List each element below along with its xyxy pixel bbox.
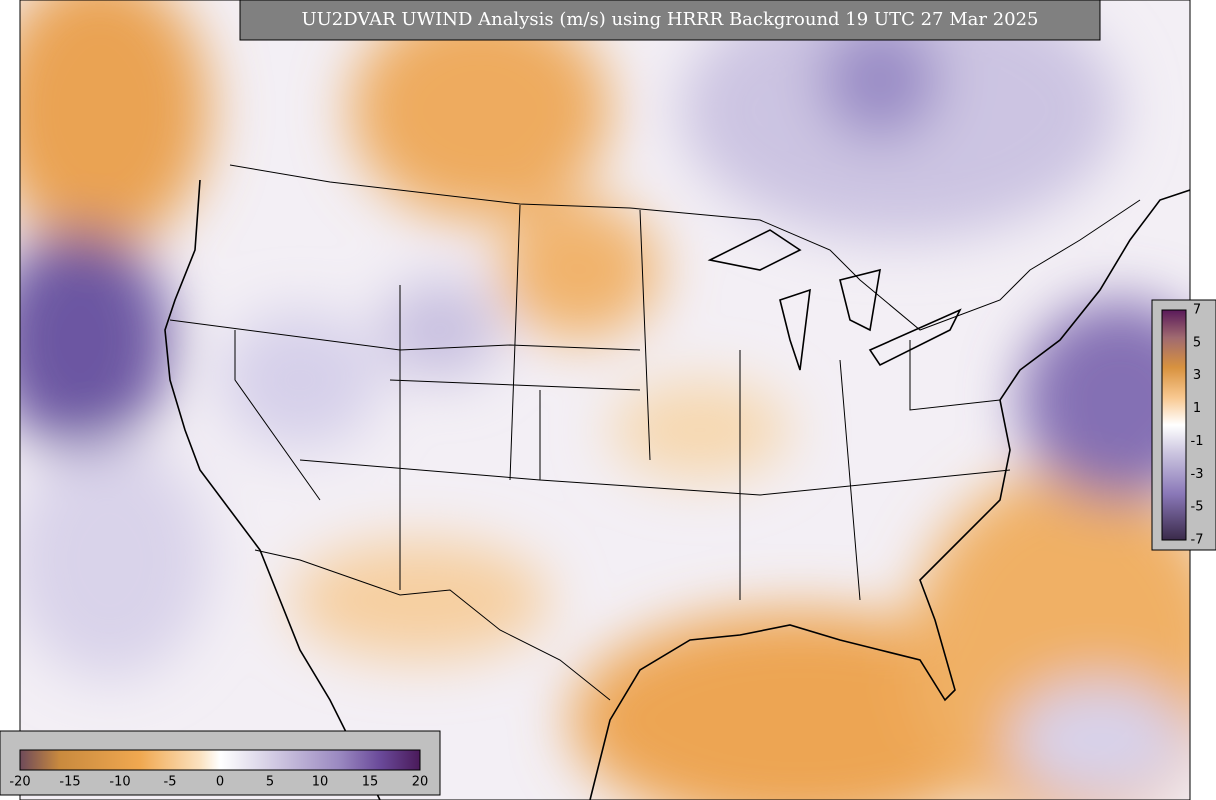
colorbar-ticks: -20 -15 -10 -5 0 5 10 15 20 [9,775,428,790]
title-box [239,0,1101,41]
colorbar-tick-label: -5 [164,775,177,790]
colorbar-tick-label: -10 [109,775,130,790]
colorbar-tick-label: 10 [312,775,329,790]
colorbar-tick-label: 5 [266,775,274,790]
colorbar-tick-label: 20 [412,775,429,790]
great-lakes [707,229,962,371]
colorbar-vertical [1161,309,1187,541]
colorbar-tick-label: 5 [1193,335,1201,350]
colorbar-ticks: 7 5 3 1 -1 -3 -5 -7 [1191,303,1204,548]
colorbar-tick-label: 0 [216,775,224,790]
colorbar-tick-label: 15 [362,775,379,790]
colorbar-tick-label: -5 [1191,500,1204,515]
title: UU2DVAR UWIND Analysis (m/s) using HRRR … [301,9,1038,30]
state-borders [169,204,1011,601]
colorbar-tick-label: -3 [1191,467,1204,482]
coastline [589,189,1190,800]
colorbar-tick-label: 7 [1193,303,1201,318]
coastline [164,179,381,800]
colorbar-tick-label: -1 [1191,434,1204,449]
colorbar-tick-label: 1 [1193,401,1201,416]
colorbar-tick-label: -7 [1191,533,1204,548]
country-border [254,549,611,701]
colorbar-tick-label: 3 [1193,368,1201,383]
colorbar-tick-label: -15 [59,775,80,790]
country-border [229,164,1141,331]
colorbar-tick-label: -20 [9,775,30,790]
colorbar-horizontal [19,749,421,771]
